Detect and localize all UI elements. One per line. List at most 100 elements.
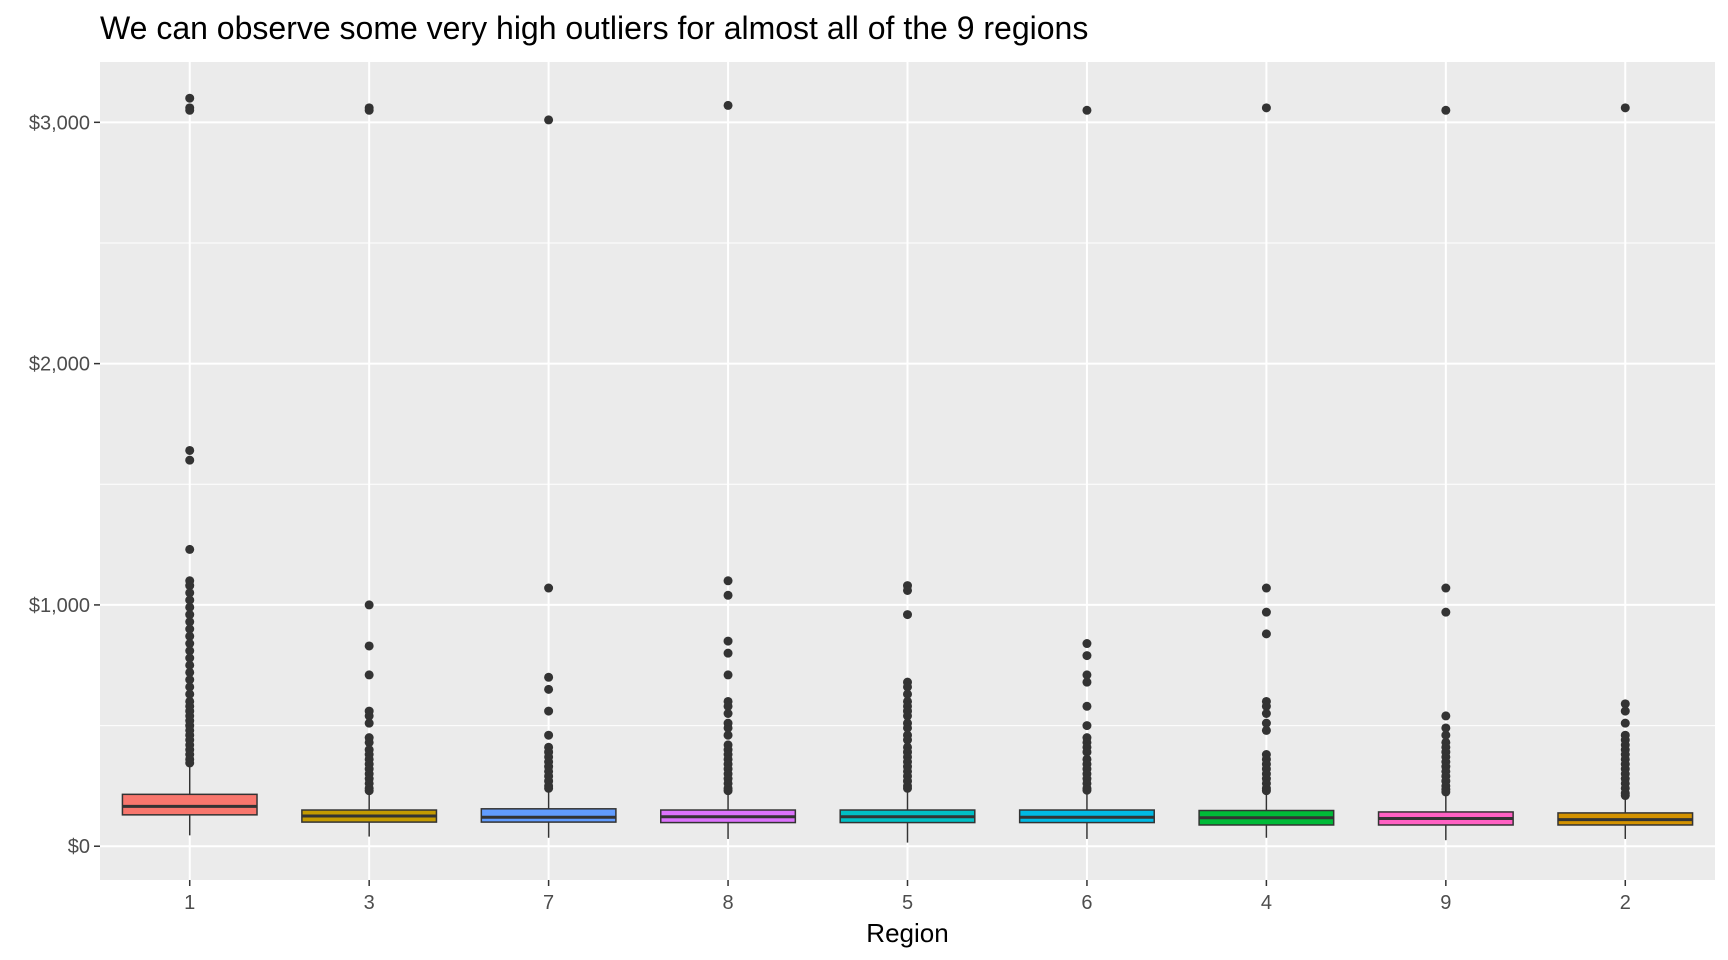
- x-tick-label: 4: [1261, 892, 1272, 914]
- x-tick-label: 6: [1081, 892, 1092, 914]
- outlier-point: [364, 600, 374, 610]
- outlier-point: [544, 684, 554, 694]
- outlier-point: [185, 646, 195, 656]
- outlier-point: [364, 670, 374, 680]
- outlier-point: [185, 660, 195, 670]
- outlier-point: [1261, 786, 1271, 796]
- outlier-point: [185, 617, 195, 627]
- outlier-point: [1082, 670, 1092, 680]
- outlier-point: [544, 783, 554, 793]
- outlier-point: [185, 588, 195, 598]
- outlier-point: [1441, 730, 1451, 740]
- outlier-point: [185, 455, 195, 465]
- outlier-point: [723, 709, 733, 719]
- outlier-point: [903, 711, 912, 721]
- outlier-point: [1082, 721, 1092, 731]
- outlier-point: [364, 786, 374, 796]
- outlier-point: [723, 100, 733, 110]
- boxes-group: [121, 93, 1694, 843]
- outlier-point: [903, 783, 912, 793]
- outlier-point: [903, 585, 912, 595]
- outlier-point: [364, 737, 374, 747]
- outlier-point: [185, 581, 195, 591]
- outlier-point: [185, 675, 195, 685]
- outlier-point: [1261, 629, 1271, 639]
- outlier-point: [1082, 105, 1092, 115]
- outlier-point: [185, 105, 195, 115]
- outlier-point: [1082, 785, 1092, 795]
- outlier-point: [185, 602, 195, 612]
- outlier-point: [903, 723, 912, 733]
- outlier-point: [1620, 699, 1630, 709]
- box-region-2: [1557, 103, 1694, 839]
- outlier-point: [1261, 709, 1271, 719]
- box-region-4: [1198, 103, 1335, 838]
- axes-group: $0 $1,000 $2,000 $3,000 1 3 7 8 5 6 4 9 2: [29, 112, 1631, 914]
- outlier-point: [723, 786, 733, 796]
- x-tick-label: 2: [1620, 892, 1631, 914]
- outlier-point: [1620, 103, 1630, 113]
- box-region-8: [660, 100, 797, 839]
- outlier-point: [544, 115, 554, 125]
- outlier-point: [185, 689, 195, 699]
- outlier-point: [723, 590, 733, 600]
- outlier-point: [185, 758, 195, 768]
- box-region-3: [301, 103, 438, 837]
- outlier-point: [185, 445, 195, 455]
- outlier-point: [185, 639, 195, 649]
- box-region-6: [1018, 105, 1155, 839]
- outlier-point: [544, 730, 554, 740]
- outlier-point: [1441, 723, 1451, 733]
- x-tick-label: 9: [1440, 892, 1451, 914]
- outlier-point: [185, 610, 195, 620]
- outlier-point: [1620, 791, 1630, 801]
- outlier-point: [903, 689, 912, 699]
- outlier-point: [1441, 711, 1451, 721]
- outlier-point: [544, 583, 554, 593]
- x-tick-label: 1: [184, 892, 195, 914]
- box-iqr: [121, 793, 258, 816]
- box-region-7: [480, 115, 617, 838]
- y-tick-label: $1,000: [29, 595, 90, 617]
- box-region-5: [839, 581, 976, 843]
- outlier-point: [723, 723, 733, 733]
- y-tick-label: $0: [68, 836, 90, 858]
- outlier-point: [185, 624, 195, 634]
- outlier-point: [723, 576, 733, 586]
- outlier-point: [364, 718, 374, 728]
- outlier-point: [1441, 583, 1451, 593]
- chart-title: We can observe some very high outliers f…: [100, 10, 1089, 46]
- outlier-point: [1261, 701, 1271, 711]
- x-tick-label: 5: [902, 892, 913, 914]
- outlier-point: [1082, 639, 1092, 649]
- outlier-point: [723, 730, 733, 740]
- outlier-point: [1082, 651, 1092, 661]
- outlier-point: [1261, 583, 1271, 593]
- outlier-point: [1261, 718, 1271, 728]
- outlier-point: [185, 653, 195, 663]
- outlier-point: [364, 711, 374, 721]
- outlier-point: [185, 595, 195, 605]
- box-iqr: [480, 808, 617, 823]
- x-tick-label: 3: [364, 892, 375, 914]
- outlier-point: [185, 544, 195, 554]
- outlier-point: [544, 672, 554, 682]
- outlier-point: [185, 631, 195, 641]
- box-region-1: [121, 93, 258, 836]
- outlier-point: [903, 682, 912, 692]
- y-tick-label: $2,000: [29, 354, 90, 376]
- outlier-point: [364, 105, 374, 115]
- outlier-point: [903, 735, 912, 745]
- x-axis-title: Region: [866, 918, 948, 948]
- outlier-point: [1441, 787, 1451, 797]
- box-region-9: [1377, 105, 1514, 841]
- outlier-point: [1082, 701, 1092, 711]
- outlier-point: [364, 641, 374, 651]
- outlier-point: [1441, 607, 1451, 617]
- outlier-point: [1441, 105, 1451, 115]
- outlier-point: [544, 706, 554, 716]
- outlier-point: [1082, 747, 1092, 757]
- outlier-point: [1261, 725, 1271, 735]
- outlier-point: [185, 667, 195, 677]
